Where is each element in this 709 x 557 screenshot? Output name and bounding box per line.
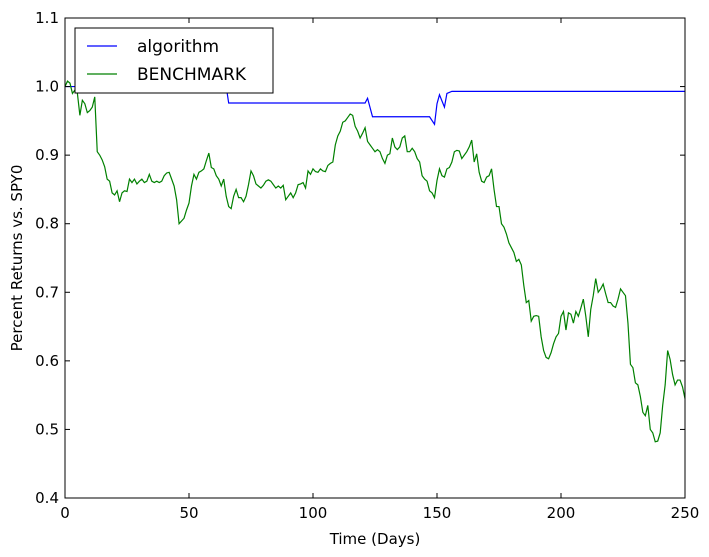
x-axis-label: Time (Days) — [329, 530, 421, 548]
tick-labels-layer: 0 50 100 150 200 250 0.4 0.5 0.6 0.7 0.8 0.9 1.0 1.1 — [35, 9, 699, 522]
legend-label-algorithm: algorithm — [137, 37, 219, 57]
y-tick-label: 0.7 — [35, 283, 59, 301]
series-line-benchmark — [64, 80, 686, 443]
y-tick-label: 1.1 — [35, 9, 59, 27]
series-layer — [64, 80, 686, 443]
y-tick-label: 0.6 — [35, 352, 59, 370]
legend: algorithm BENCHMARK — [74, 27, 274, 94]
plot-frame — [64, 17, 686, 499]
legend-label-benchmark: BENCHMARK — [137, 65, 247, 85]
legend-box — [74, 27, 274, 94]
y-axis-label: Percent Returns vs. SPY0 — [8, 165, 26, 352]
x-tick-label: 150 — [423, 504, 452, 522]
ticks-layer — [64, 17, 686, 499]
series-line-algorithm — [65, 85, 685, 126]
x-tick-label: 100 — [299, 504, 328, 522]
y-tick-label: 1.0 — [35, 78, 59, 96]
x-tick-label: 50 — [179, 504, 198, 522]
x-tick-label: 0 — [60, 504, 70, 522]
y-tick-label: 0.8 — [35, 215, 59, 233]
x-tick-label: 200 — [547, 504, 576, 522]
y-tick-label: 0.4 — [35, 489, 59, 507]
x-tick-label: 250 — [671, 504, 700, 522]
y-tick-label: 0.9 — [35, 146, 59, 164]
y-tick-label: 0.5 — [35, 420, 59, 438]
